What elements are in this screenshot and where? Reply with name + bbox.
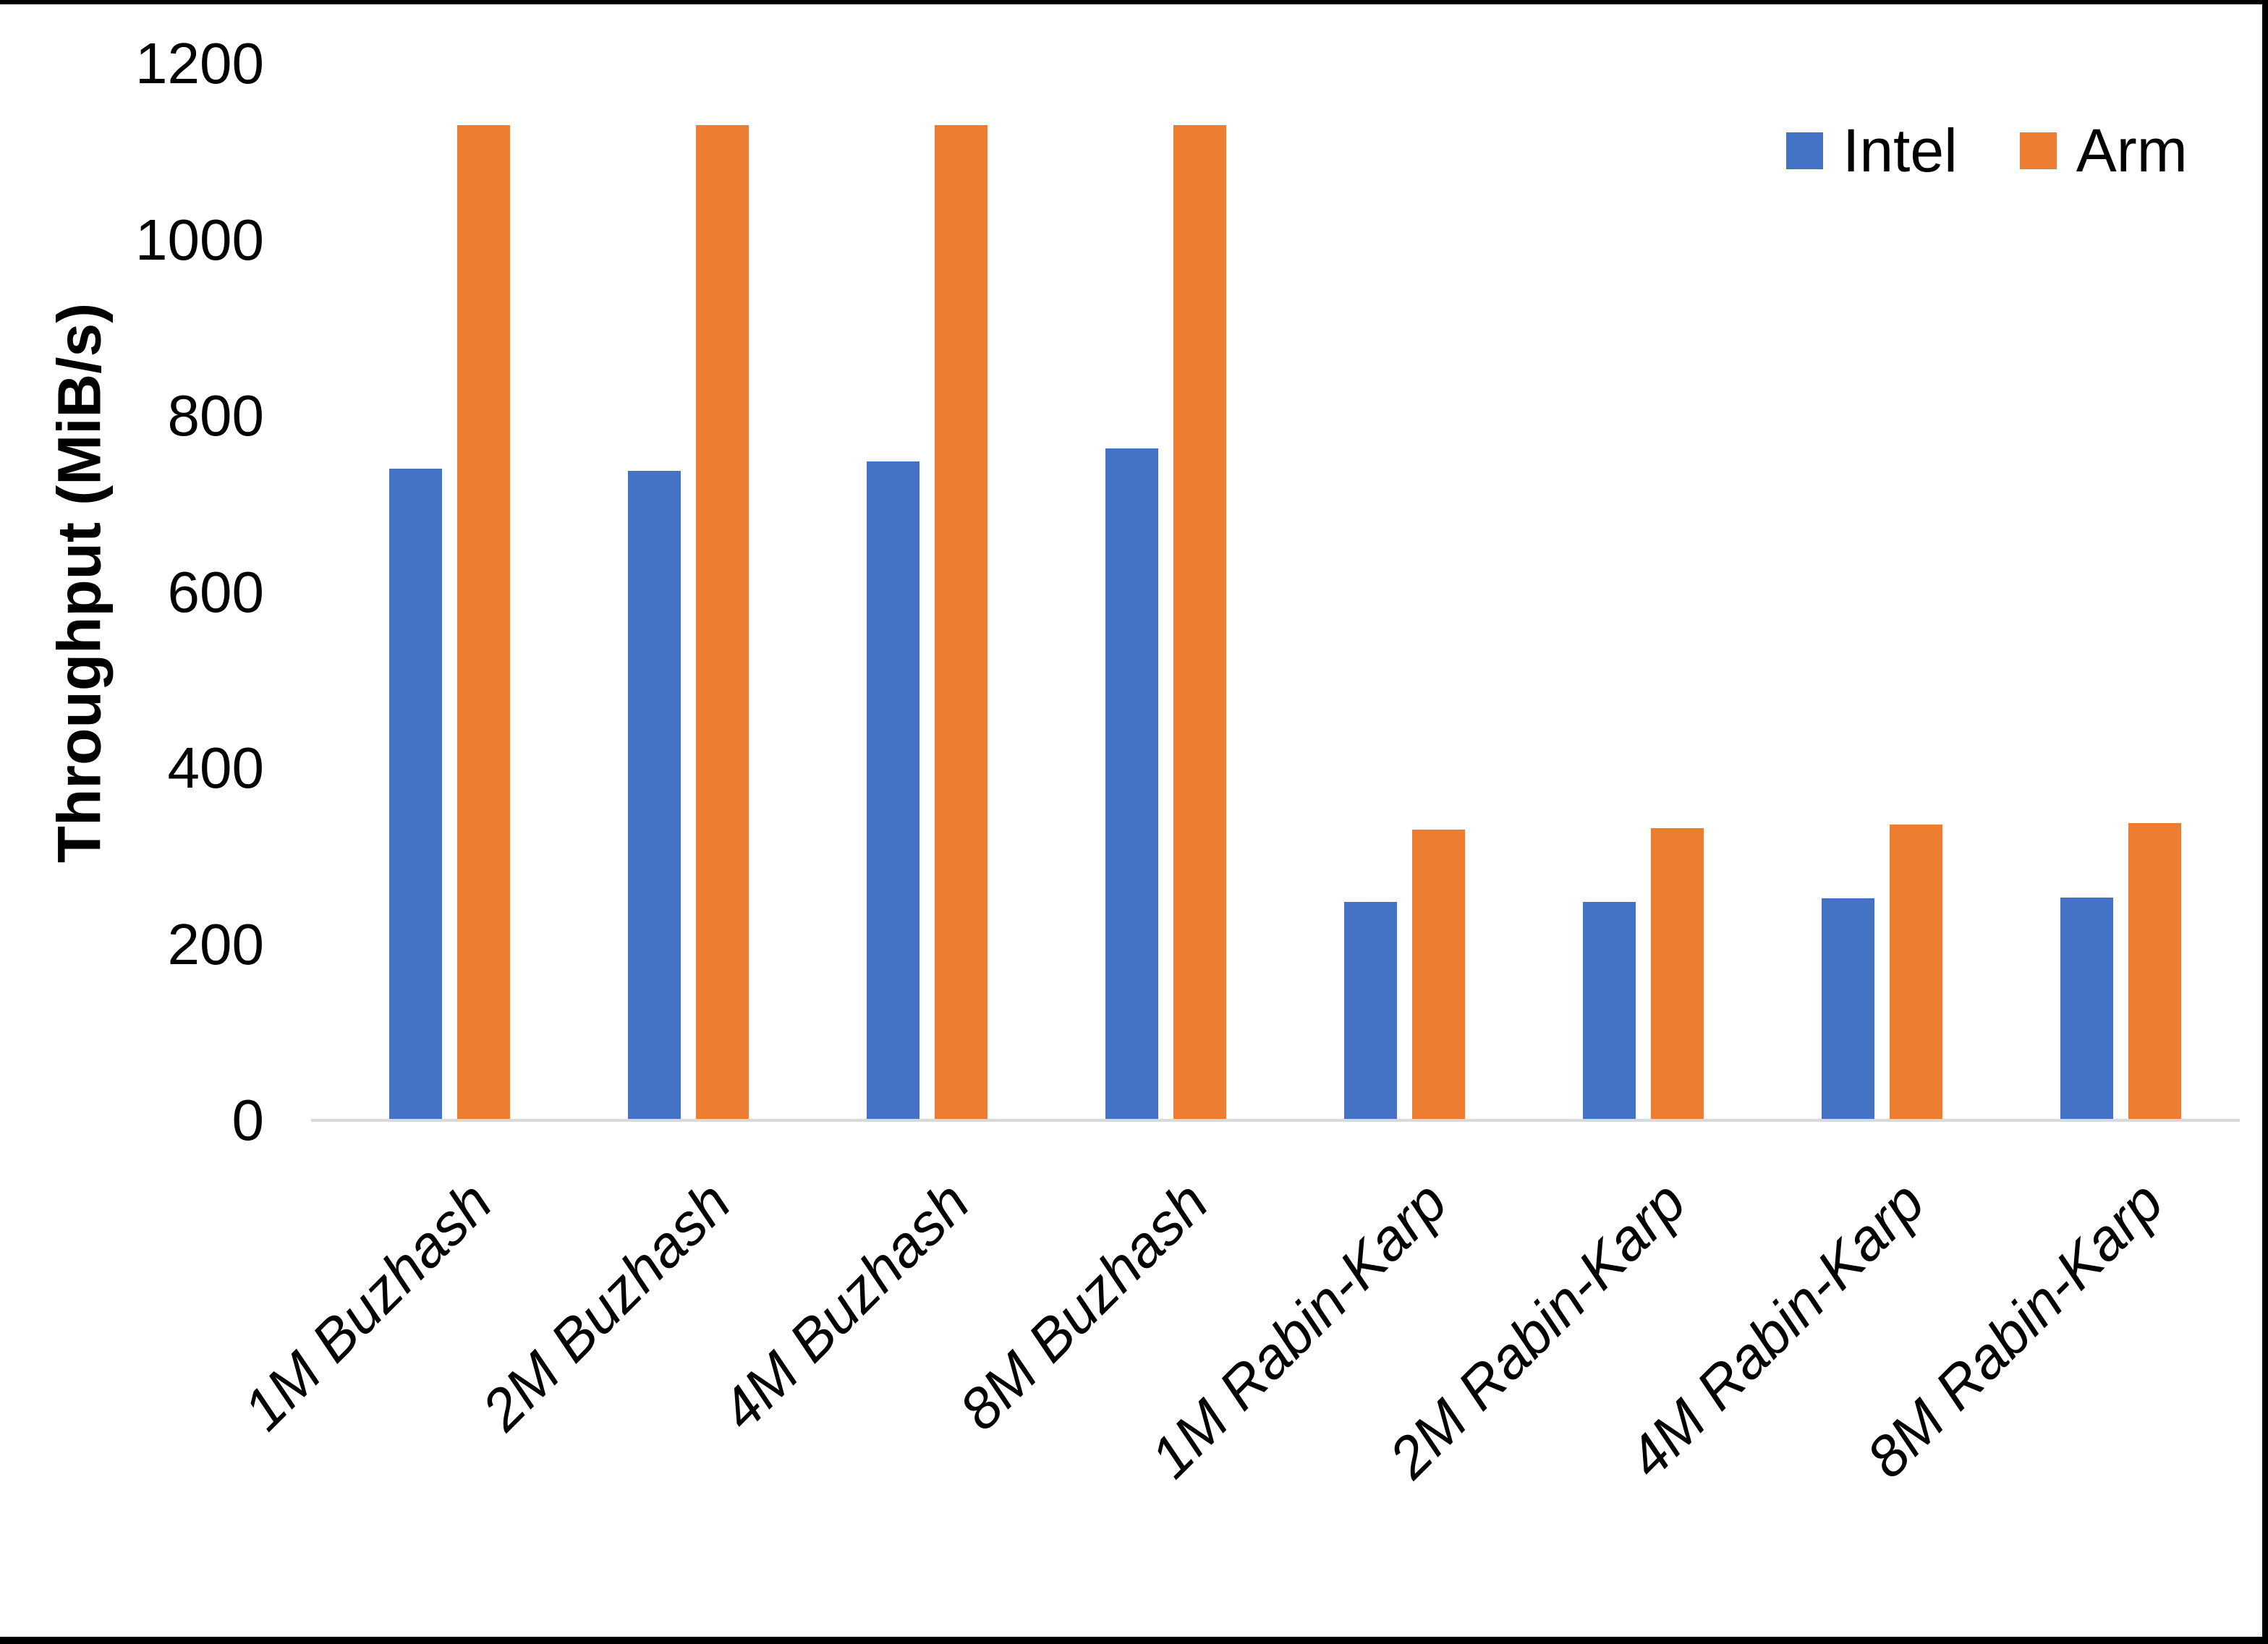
bar-arm-1m-buzhash (456, 125, 510, 1120)
bar-arm-1m-rabin-karp (1411, 830, 1465, 1120)
y-tick-label-0: 0 (232, 1088, 265, 1152)
bar-arm-8m-buzhash (1173, 125, 1226, 1120)
legend-item-intel: Intel (1786, 114, 1958, 187)
y-tick-label-200: 200 (167, 911, 264, 976)
legend: Intel Arm (1786, 114, 2188, 187)
legend-swatch-arm (2019, 132, 2057, 169)
legend-item-arm: Arm (2019, 114, 2188, 187)
bar-intel-4m-rabin-karp (1821, 898, 1874, 1120)
bar-intel-8m-rabin-karp (2060, 897, 2113, 1120)
bar-intel-1m-rabin-karp (1343, 902, 1397, 1120)
x-axis-line (311, 1119, 2240, 1122)
bar-group-1m-rabin-karp (1285, 64, 1524, 1120)
bar-intel-4m-buzhash (866, 461, 919, 1120)
bar-intel-8m-buzhash (1105, 448, 1158, 1120)
y-tick-label-600: 600 (167, 559, 264, 624)
y-tick-label-800: 800 (167, 383, 264, 448)
plot-area (330, 64, 2240, 1120)
bar-arm-4m-rabin-karp (1889, 824, 1942, 1120)
bar-group-8m-rabin-karp (2001, 64, 2240, 1120)
legend-label-intel: Intel (1843, 116, 1958, 184)
legend-swatch-intel (1786, 132, 1823, 169)
bar-group-2m-rabin-karp (1524, 64, 1762, 1120)
bar-group-8m-buzhash (1046, 64, 1285, 1120)
bar-group-1m-buzhash (330, 64, 569, 1120)
bar-intel-2m-rabin-karp (1582, 902, 1636, 1120)
bar-arm-8m-rabin-karp (2128, 822, 2181, 1120)
x-category-label-2m-buzhash: 2M Buzhash (470, 1169, 743, 1443)
bar-arm-2m-rabin-karp (1650, 827, 1704, 1120)
y-tick-label-1000: 1000 (135, 207, 264, 272)
bar-intel-2m-buzhash (627, 470, 681, 1120)
bar-group-4m-buzhash (807, 64, 1046, 1120)
bar-group-2m-buzhash (569, 64, 807, 1120)
bar-intel-1m-buzhash (388, 469, 442, 1120)
y-tick-label-1200: 1200 (135, 31, 264, 95)
y-tick-label-400: 400 (167, 736, 264, 800)
bar-arm-2m-buzhash (695, 125, 749, 1120)
x-category-label-1m-buzhash: 1M Buzhash (231, 1169, 504, 1443)
bar-group-4m-rabin-karp (1762, 64, 2001, 1120)
bar-arm-4m-buzhash (934, 125, 988, 1120)
legend-label-arm: Arm (2076, 116, 2188, 184)
x-category-label-4m-buzhash: 4M Buzhash (708, 1169, 982, 1443)
